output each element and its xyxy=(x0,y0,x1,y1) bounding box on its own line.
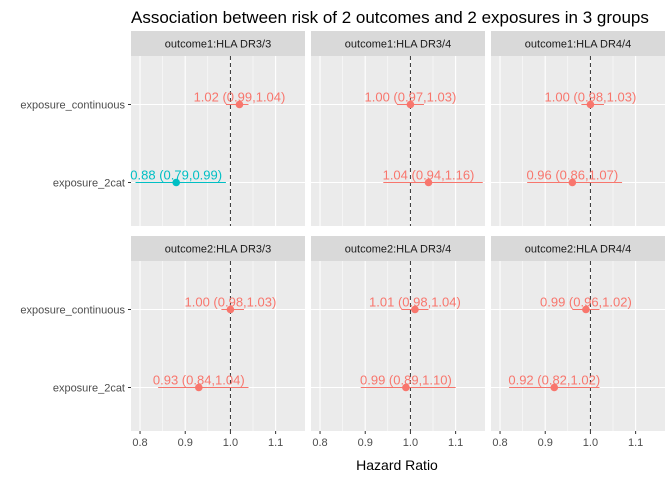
plot-area-background xyxy=(491,261,665,431)
facet-panel: outcome1:HLA DR4/4 1.00 (0.98,1.03) 0.96 (… xyxy=(491,31,665,226)
y-axis-category-label: exposure_continuous xyxy=(20,100,125,112)
plot-area-background xyxy=(311,261,485,431)
x-axis-tick-label: 0.9 xyxy=(538,437,553,449)
x-axis-tick-label: 1.0 xyxy=(403,437,418,449)
estimate-label: 0.92 (0.82,1.02) xyxy=(508,373,600,388)
x-axis-tick-label: 1.1 xyxy=(448,437,463,449)
estimate-label: 1.00 (0.98,1.03) xyxy=(185,295,277,310)
hazard-ratio-point xyxy=(582,305,590,314)
hazard-ratio-point xyxy=(411,305,419,314)
x-axis-tick-label: 0.8 xyxy=(312,437,327,449)
estimate-label: 1.04 (0.94,1.16) xyxy=(383,168,475,183)
facet-strip-label: outcome2:HLA DR3/4 xyxy=(345,244,451,256)
x-axis-tick-label: 1.0 xyxy=(223,437,238,449)
plot-area-background xyxy=(131,56,305,226)
estimate-label: 0.93 (0.84,1.04) xyxy=(153,373,245,388)
facet-strip-background xyxy=(311,236,485,261)
hazard-ratio-point xyxy=(568,178,577,187)
facet-strip-label: outcome1:HLA DR3/3 xyxy=(165,39,271,51)
x-axis-tick-label: 1.0 xyxy=(583,437,598,449)
hazard-ratio-point xyxy=(402,383,410,392)
hazard-ratio-point xyxy=(194,383,203,392)
x-axis-tick-label: 1.1 xyxy=(268,437,283,449)
facet-panel: outcome1:HLA DR3/3 1.02 (0.99,1.04) 0.88 (… xyxy=(130,31,305,226)
x-axis-ticks: 0.8 0.9 1.0 1.1 0.8 0.9 1.0 1.1 0.8 0.9 1.0 1.1 xyxy=(132,431,643,449)
facet-strip-label: outcome2:HLA DR4/4 xyxy=(525,244,631,256)
y-axis-category-label: exposure_2cat xyxy=(53,178,125,190)
hazard-ratio-point xyxy=(406,100,415,109)
estimate-label: 1.01 (0.98,1.04) xyxy=(369,295,461,310)
facet-panel: outcome1:HLA DR3/4 1.00 (0.97,1.03) 1.04 (… xyxy=(311,31,485,226)
facet-strip-background xyxy=(131,236,305,261)
estimate-label: 1.02 (0.99,1.04) xyxy=(194,90,286,105)
facet-panels: outcome1:HLA DR3/3 1.02 (0.99,1.04) 0.88 (… xyxy=(130,31,665,431)
facet-strip-background xyxy=(131,31,305,56)
estimate-label: 0.88 (0.79,0.99) xyxy=(130,168,222,183)
facet-strip-label: outcome1:HLA DR3/4 xyxy=(345,39,451,51)
hazard-ratio-point xyxy=(424,178,433,187)
chart-title: Association between risk of 2 outcomes a… xyxy=(131,8,649,27)
x-axis-title: Hazard Ratio xyxy=(356,457,438,473)
x-axis-tick-label: 0.8 xyxy=(492,437,507,449)
facet-strip-background xyxy=(491,236,665,261)
x-axis-tick-label: 0.8 xyxy=(132,437,147,449)
y-axis-labels: exposure_continuous exposure_2cat exposure… xyxy=(20,100,131,395)
facet-strip-label: outcome2:HLA DR3/3 xyxy=(165,244,271,256)
y-axis-category-label: exposure_continuous xyxy=(20,305,125,317)
hazard-ratio-point xyxy=(235,100,244,109)
facet-panel: outcome2:HLA DR4/4 0.99 (0.96,1.02) 0.92 (… xyxy=(491,236,665,431)
x-axis-tick-label: 1.1 xyxy=(628,437,643,449)
estimate-label: 1.00 (0.97,1.03) xyxy=(365,90,457,105)
y-axis-category-label: exposure_2cat xyxy=(53,383,125,395)
x-axis-tick-label: 0.9 xyxy=(358,437,373,449)
estimate-label: 0.99 (0.96,1.02) xyxy=(540,295,632,310)
facet-panel: outcome2:HLA DR3/4 1.01 (0.98,1.04) 0.99 (… xyxy=(311,236,485,431)
estimate-label: 0.99 (0.89,1.10) xyxy=(360,373,452,388)
plot-area-background xyxy=(131,261,305,431)
hazard-ratio-point xyxy=(226,305,235,314)
facet-strip-background xyxy=(311,31,485,56)
hazard-ratio-point xyxy=(550,383,559,392)
x-axis-tick-label: 0.9 xyxy=(178,437,193,449)
estimate-label: 0.96 (0.86,1.07) xyxy=(526,168,618,183)
facet-panel: outcome2:HLA DR3/3 1.00 (0.98,1.03) 0.93 (… xyxy=(131,236,305,431)
hazard-ratio-point xyxy=(586,100,595,109)
estimate-label: 1.00 (0.98,1.03) xyxy=(545,90,637,105)
hazard-ratio-point xyxy=(172,178,180,187)
plot-area-background xyxy=(491,56,665,226)
plot-area-background xyxy=(311,56,485,226)
facet-strip-label: outcome1:HLA DR4/4 xyxy=(525,39,631,51)
facet-strip-background xyxy=(491,31,665,56)
